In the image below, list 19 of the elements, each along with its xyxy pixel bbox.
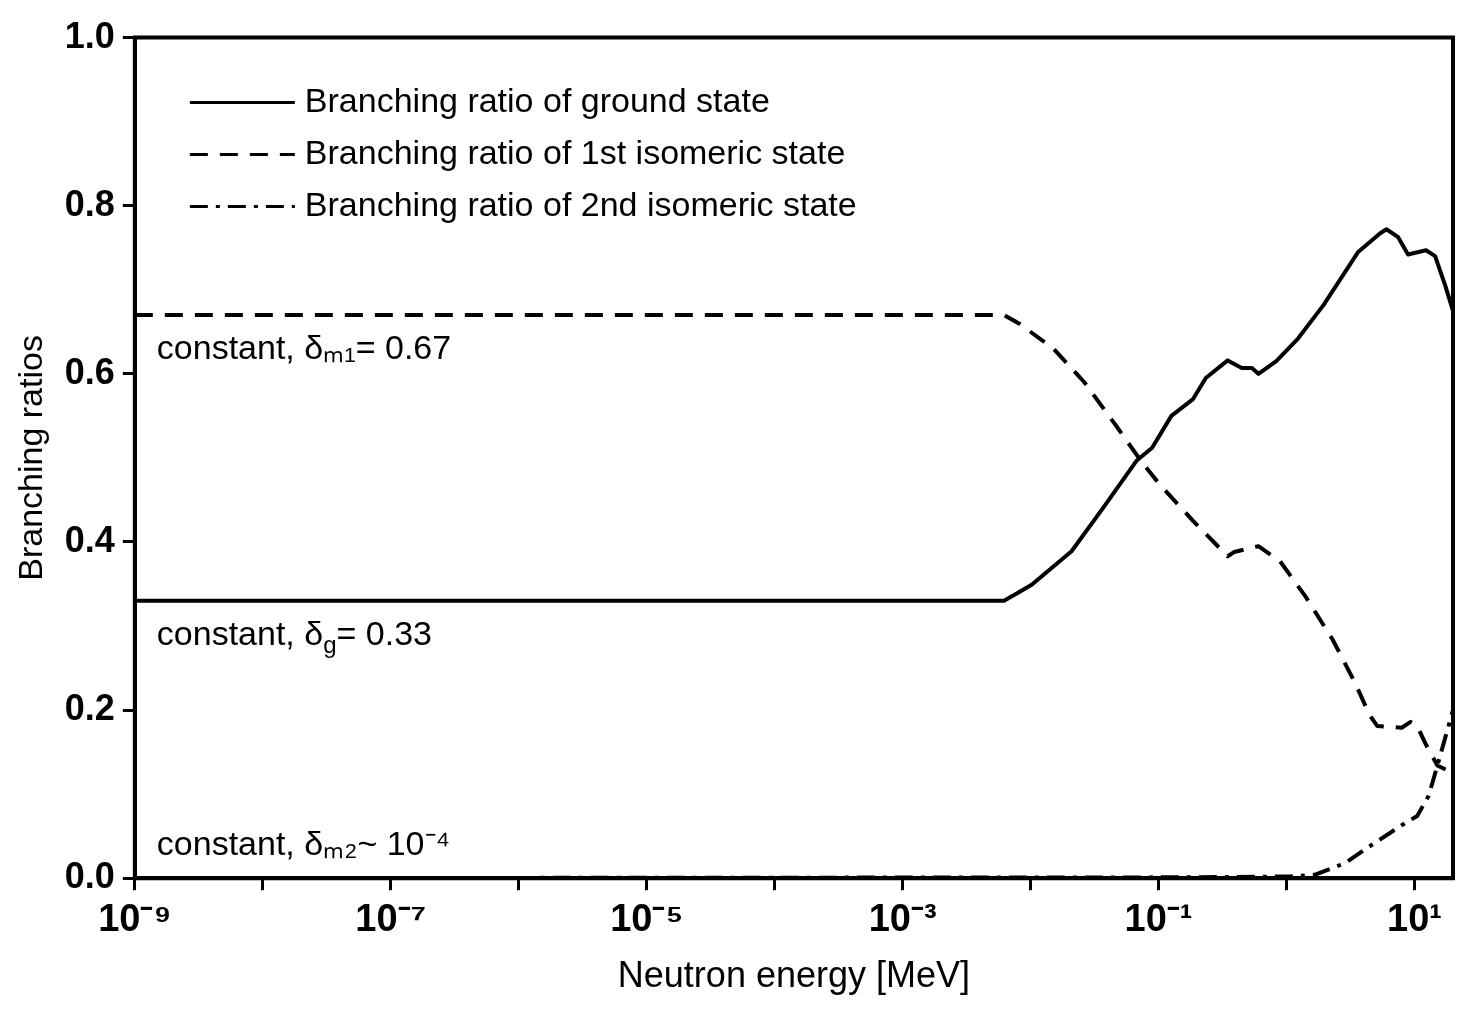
y-tick-label: 0.8 [64,182,115,224]
legend-label: Branching ratio of 2nd isomeric state [304,184,857,223]
legend-label: Branching ratio of ground state [304,80,770,119]
y-tick-label: 0.4 [64,518,115,560]
x-tick-label: 10⁻⁷ [355,897,427,940]
legend-label: Branching ratio of 1st isomeric state [304,132,846,171]
y-tick-label: 1.0 [64,14,115,56]
annotation: constant, δₘ₁= 0.67 [156,328,452,367]
x-tick-label: 10⁻¹ [1124,897,1193,940]
x-tick-label: 10⁻⁹ [98,897,172,940]
y-axis-title: Branching ratios [10,335,49,581]
x-tick-label: 10⁻⁵ [610,897,684,940]
x-axis-title: Neutron energy [MeV] [617,954,971,996]
x-tick-label: 10⁻³ [868,897,937,940]
y-tick-label: 0.2 [64,687,115,728]
y-tick-label: 0.6 [64,350,115,392]
x-tick-label: 10¹ [1387,897,1442,940]
annotation: constant, δₘ₂~ 10⁻⁴ [156,823,451,862]
y-tick-label: 0.0 [64,855,115,897]
